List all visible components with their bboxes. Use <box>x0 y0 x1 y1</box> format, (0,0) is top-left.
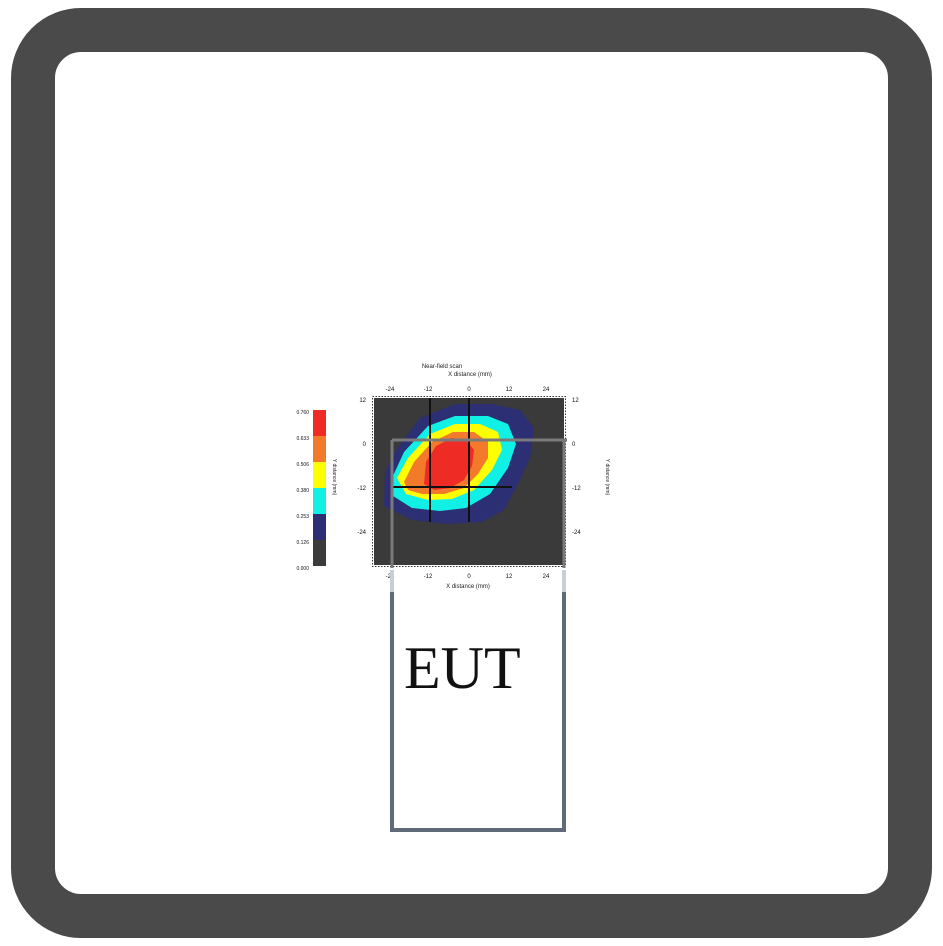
legend-label-6: 0.126 <box>296 540 309 546</box>
x-tick-bottom-3: 0 <box>467 574 471 580</box>
x-ticks-top: -24 -12 0 12 24 <box>386 387 550 393</box>
eut-box <box>390 592 566 832</box>
eut-label: EUT <box>404 635 521 701</box>
outer-frame <box>11 8 932 938</box>
grid-lines <box>392 398 512 522</box>
y-tick-left-4: -24 <box>357 530 366 536</box>
legend-label-3: 0.506 <box>296 462 309 468</box>
x-tick-top-2: -12 <box>424 387 433 393</box>
x-tick-top-4: 12 <box>506 387 513 393</box>
x-axis-label-bottom: X distance (mm) <box>446 584 490 590</box>
legend-label-1: 0.760 <box>296 410 309 416</box>
x-tick-bottom-2: -12 <box>424 574 433 580</box>
x-tick-bottom-4: 12 <box>506 574 513 580</box>
y-axis-label-left: Y distance (mm) <box>331 459 337 496</box>
x-tick-bottom-5: 24 <box>543 574 550 580</box>
x-ticks-bottom: -24 -12 0 12 24 <box>386 574 550 580</box>
y-ticks-right: 12 0 -12 -24 <box>572 398 581 536</box>
eut-right-stub <box>562 570 566 594</box>
legend-label-5: 0.253 <box>296 514 309 520</box>
chart-title: Near-field scan <box>422 364 462 370</box>
contour-level-red <box>424 438 474 490</box>
legend-label-7: 0.000 <box>296 566 309 572</box>
x-tick-top-5: 24 <box>543 387 550 393</box>
y-ticks-left: 12 0 -12 -24 <box>357 398 366 536</box>
legend-swatch-1 <box>313 410 326 436</box>
x-axis-label-top: X distance (mm) <box>448 372 492 378</box>
y-tick-left-2: 0 <box>363 442 367 448</box>
legend-swatch-5 <box>313 514 326 540</box>
y-tick-left-3: -12 <box>357 486 366 492</box>
y-tick-right-3: -12 <box>572 486 581 492</box>
y-tick-left-1: 12 <box>359 398 366 404</box>
x-tick-top-1: -24 <box>386 387 395 393</box>
legend-label-4: 0.380 <box>296 488 309 494</box>
legend-swatch-3 <box>313 462 326 488</box>
legend-swatch-6 <box>313 540 326 566</box>
y-tick-right-2: 0 <box>572 442 576 448</box>
eut-left-stub <box>390 570 394 594</box>
y-tick-right-4: -24 <box>572 530 581 536</box>
color-legend: 0.760 0.633 0.506 0.380 0.253 0.126 0.000 <box>296 410 326 572</box>
eut-outline-overlay <box>390 438 567 568</box>
legend-swatch-2 <box>313 436 326 462</box>
y-tick-right-1: 12 <box>572 398 579 404</box>
legend-swatch-4 <box>313 488 326 514</box>
plot-border-dots <box>372 396 566 567</box>
y-axis-label-right: Y distance (mm) <box>604 459 610 496</box>
legend-label-2: 0.633 <box>296 436 309 442</box>
x-tick-top-3: 0 <box>467 387 471 393</box>
